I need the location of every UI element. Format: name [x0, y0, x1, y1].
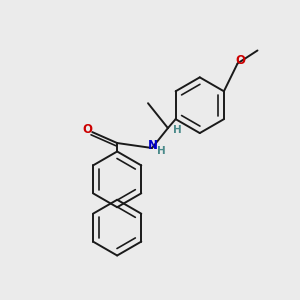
Text: O: O: [83, 123, 93, 136]
Text: O: O: [235, 54, 245, 67]
Text: H: H: [157, 146, 165, 156]
Text: N: N: [148, 139, 158, 152]
Text: H: H: [172, 124, 181, 135]
